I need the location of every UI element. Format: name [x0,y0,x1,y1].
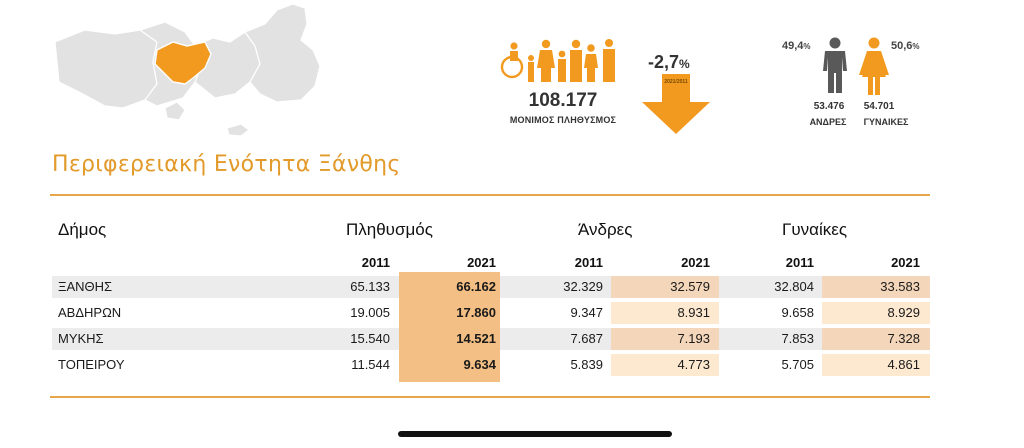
cell-municipality: ΜΥΚΗΣ [58,331,104,346]
cell-population-2011: 65.133 [350,279,390,294]
col-header-municipality: Δήμος [58,220,107,239]
cell-men-2011: 5.839 [570,357,603,372]
cell-men-2011: 32.329 [563,279,603,294]
highlighted-region-xanthi [154,41,212,85]
cell-women-2021: 4.861 [887,357,920,372]
change-period-label: 2021/2011 [664,79,688,85]
cell-men-2011: 7.687 [570,331,603,346]
region-title: Περιφερειακή Ενότητα Ξάνθης [52,152,401,177]
cell-women-2021: 7.328 [887,331,920,346]
cell-men-2021: 32.579 [670,279,710,294]
divider-bottom [50,396,930,398]
population-change: -2,7% [648,52,690,72]
cell-municipality: ΤΟΠΕΙΡΟΥ [58,357,125,372]
col-header-women: Γυναίκες [782,220,848,239]
population-label: ΜΟΝΙΜΟΣ ΠΛΗΘΥΣΜΟΣ [509,115,617,125]
year-header: 2021 [681,255,710,270]
cell-population-2011: 19.005 [350,305,390,320]
cell-women-2011: 7.853 [781,331,814,346]
year-header: 2021 [467,255,496,270]
col-header-men: Άνδρες [578,220,633,239]
year-header: 2021 [891,255,920,270]
highlight-women-2021 [822,302,930,324]
cell-population-2011: 15.540 [350,331,390,346]
highlight-women-2021 [822,354,930,376]
cell-population-2021: 9.634 [463,357,496,372]
cell-municipality: ΑΒΔΗΡΩΝ [58,305,122,320]
highlight-men-2021 [611,354,719,376]
cell-women-2011: 32.804 [774,279,814,294]
cell-women-2011: 5.705 [781,357,814,372]
cell-population-2021: 17.860 [456,305,496,320]
cell-population-2021: 14.521 [456,331,496,346]
region-map [54,3,321,137]
divider-top [50,194,930,196]
cell-women-2011: 9.658 [781,305,814,320]
woman-icon [859,37,889,95]
year-header: 2011 [785,255,814,270]
col-header-population: Πληθυσμός [346,220,433,239]
highlight-population-2021 [399,272,500,382]
cell-men-2021: 8.931 [677,305,710,320]
highlight-women-2021 [822,328,930,350]
cell-men-2021: 7.193 [677,331,710,346]
cell-women-2021: 33.583 [880,279,920,294]
women-count: 54.701 [863,101,895,112]
highlight-men-2021 [611,302,719,324]
highlight-men-2021 [611,276,719,298]
cell-population-2011: 11.544 [351,357,390,372]
cell-women-2021: 8.929 [887,305,920,320]
highlight-men-2021 [611,328,719,350]
population-value: 108.177 [528,90,598,111]
women-percent: 50,6% [891,40,920,52]
men-count: 53.476 [813,101,845,112]
arrow-down-icon [642,74,710,134]
women-label: ΓΥΝΑΙΚΕΣ [863,117,909,127]
cell-men-2011: 9.347 [570,305,603,320]
cell-men-2021: 4.773 [677,357,710,372]
highlight-women-2021 [822,276,930,298]
year-header: 2011 [574,255,603,270]
men-percent: 49,4% [782,40,811,52]
cell-municipality: ΞΑΝΘΗΣ [58,279,113,294]
cell-population-2021: 66.162 [456,279,496,294]
population-family-icon [500,39,615,82]
year-header: 2011 [361,255,390,270]
men-label: ΑΝΔΡΕΣ [809,117,847,127]
man-icon [823,37,847,93]
home-indicator[interactable] [398,431,672,437]
